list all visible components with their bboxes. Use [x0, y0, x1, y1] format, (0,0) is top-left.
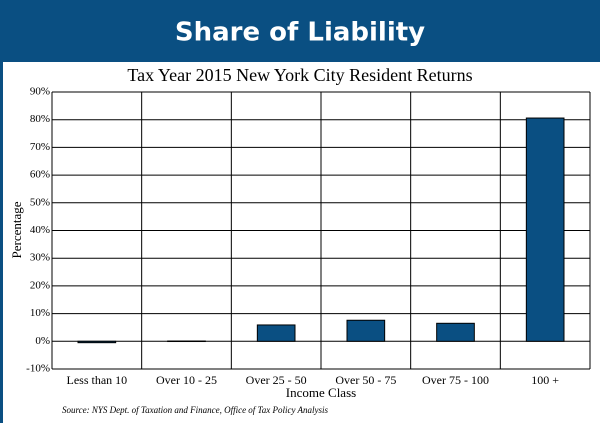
- x-tick-label: Over 10 - 25: [156, 373, 217, 387]
- y-tick-label: 40%: [30, 224, 50, 236]
- bar: [525, 117, 565, 342]
- header-banner: [0, 0, 600, 62]
- y-tick-label: 10%: [30, 307, 50, 319]
- y-tick-label: 0%: [35, 335, 50, 347]
- x-tick-label: Over 25 - 50: [246, 373, 307, 387]
- chart-title: Share of Liability: [175, 18, 425, 48]
- y-tick-label: 20%: [30, 279, 50, 291]
- y-tick-label: 70%: [30, 141, 50, 153]
- x-tick-label: 100 +: [531, 373, 559, 387]
- y-tick-label: 80%: [30, 113, 50, 125]
- source-note: Source: NYS Dept. of Taxation and Financ…: [62, 405, 329, 415]
- bar: [436, 322, 475, 342]
- bar: [346, 319, 386, 342]
- chart-subtitle: Tax Year 2015 New York City Resident Ret…: [127, 65, 472, 85]
- y-tick-label: 90%: [30, 86, 50, 98]
- bar: [256, 324, 296, 342]
- y-tick-label: 50%: [30, 196, 50, 208]
- x-tick-label: Over 75 - 100: [422, 373, 489, 387]
- y-axis-label: Percentage: [9, 201, 24, 258]
- left-border: [0, 62, 3, 423]
- x-tick-label: Over 50 - 75: [335, 373, 396, 387]
- x-axis-label: Income Class: [286, 385, 356, 400]
- bar: [77, 340, 117, 344]
- y-tick-label: -10%: [26, 363, 50, 375]
- y-tick-label: 30%: [30, 252, 50, 264]
- y-tick-label: 60%: [30, 169, 50, 181]
- x-tick-label: Less than 10: [67, 373, 128, 387]
- bar: [167, 340, 206, 343]
